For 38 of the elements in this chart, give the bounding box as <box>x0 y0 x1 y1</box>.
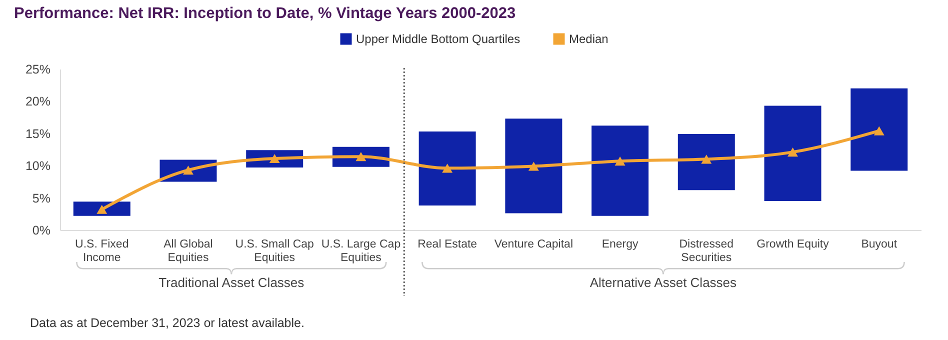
bar <box>764 106 822 202</box>
bar <box>678 134 735 190</box>
x-tick-label: Venture Capital <box>494 238 573 250</box>
point <box>356 152 366 162</box>
x-tick-label: Energy <box>602 238 639 250</box>
bar <box>505 118 562 214</box>
text: Data as at December 31, 2023 or latest available. <box>30 316 304 330</box>
text: Alternative Asset Classes <box>590 275 737 290</box>
y-tick-label: 5% <box>32 191 50 206</box>
bar <box>592 126 649 216</box>
y-tick-label: 0% <box>32 224 50 238</box>
x-tick-label: Buyout <box>861 238 898 250</box>
text: Traditional Asset Classes <box>158 275 304 290</box>
x-tick-label: U.S. Small Cap Equities <box>235 238 314 264</box>
point <box>614 156 626 166</box>
chart-title: Performance: Net IRR: Inception to Date, % Vintage Years 2000-2023 <box>14 5 516 23</box>
y-tick-label: 15% <box>25 126 50 141</box>
point <box>788 148 798 157</box>
legend-label: Upper Middle Bottom Quartiles <box>356 32 520 46</box>
x-tick-label: Growth Equity <box>756 238 830 250</box>
y-tick-label: 10% <box>25 159 50 174</box>
point <box>701 154 712 164</box>
x-tick-label: All Global Equities <box>164 238 213 264</box>
y-tick-label: 25% <box>25 62 50 76</box>
point <box>269 154 280 164</box>
y-tick-label: 20% <box>25 94 50 109</box>
x-tick-label: Distressed Securities <box>679 238 734 264</box>
x-tick-label: U.S. Large Cap Equities <box>321 238 401 264</box>
point <box>183 166 194 175</box>
x-tick-label: U.S. Fixed Income <box>75 238 129 264</box>
point <box>874 126 884 136</box>
bar <box>850 88 908 171</box>
point <box>442 164 453 173</box>
bar <box>418 131 476 206</box>
point <box>528 162 539 171</box>
legend-label: Median <box>569 32 608 46</box>
x-tick-label: Real Estate <box>418 238 478 250</box>
point <box>96 204 108 214</box>
